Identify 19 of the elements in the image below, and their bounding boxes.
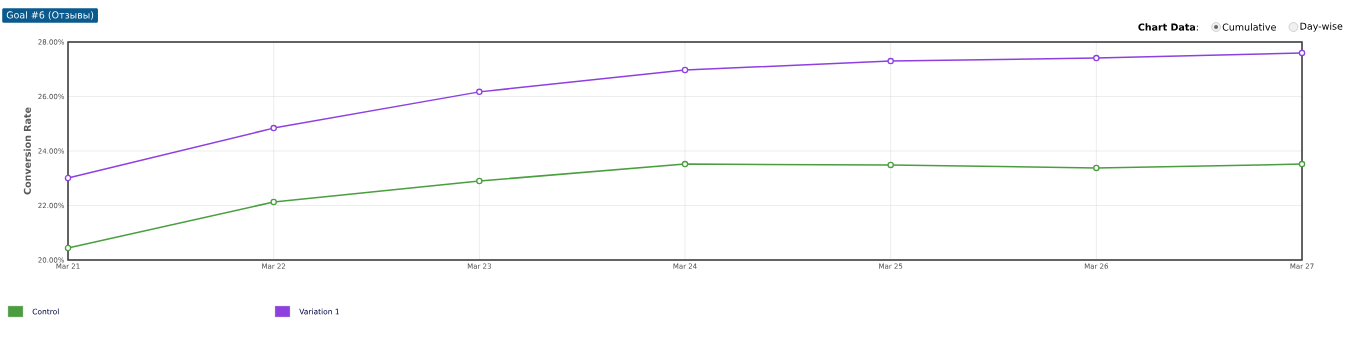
y-axis-title: Conversion Rate <box>23 107 31 195</box>
point <box>681 160 689 168</box>
point <box>1093 164 1100 172</box>
point <box>887 57 894 65</box>
point <box>887 161 894 169</box>
text: Chart Data: <box>1138 23 1198 31</box>
text: Day-wise <box>1300 22 1343 32</box>
point <box>681 66 689 74</box>
point <box>1093 54 1100 62</box>
point <box>476 88 483 96</box>
point <box>1298 49 1306 57</box>
text: Cumulative <box>1222 23 1276 31</box>
point <box>1298 160 1306 168</box>
point <box>476 177 483 185</box>
point <box>270 124 277 132</box>
chart-title: Goal #6 (Отзывы) <box>6 11 94 20</box>
point <box>270 198 277 206</box>
point <box>64 244 72 252</box>
point <box>64 174 72 182</box>
